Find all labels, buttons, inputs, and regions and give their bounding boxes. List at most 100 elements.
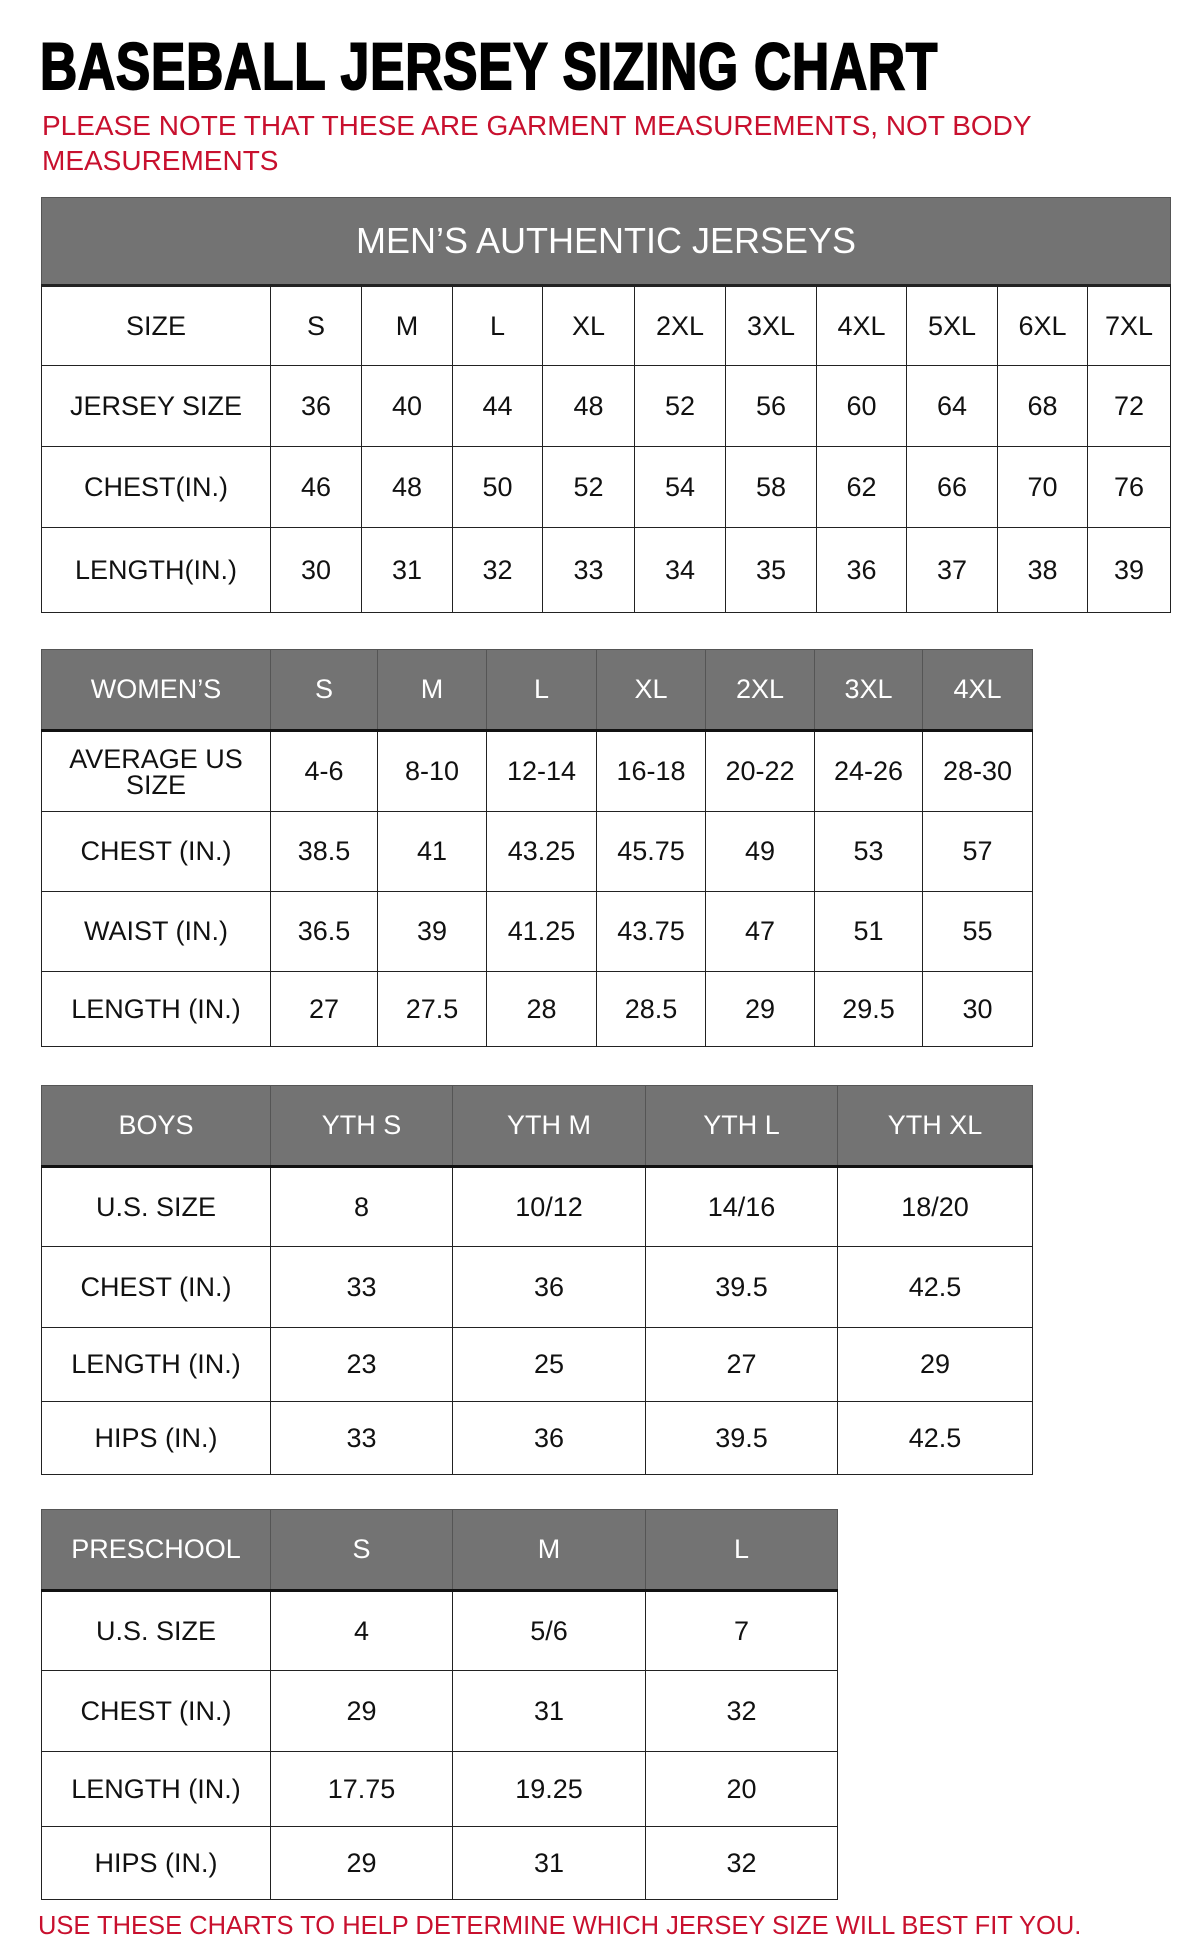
size-column-header: S	[270, 285, 362, 366]
measurement-cell: 56	[725, 365, 817, 447]
measurement-cell: 10/12	[452, 1166, 646, 1247]
table-row: HIPS (IN.) 33 36 39.5 42.5	[41, 1401, 1033, 1475]
row-label: U.S. SIZE	[41, 1590, 271, 1671]
measurement-cell: 48	[361, 446, 453, 528]
size-column-header: 3XL	[814, 649, 923, 732]
measurement-cell: 30	[270, 527, 362, 613]
measurement-cell: 14/16	[645, 1166, 838, 1247]
measurement-cell: 8-10	[377, 730, 487, 812]
measurement-cell: 46	[270, 446, 362, 528]
measurement-cell: 28	[486, 971, 597, 1047]
row-label: HIPS (IN.)	[41, 1401, 271, 1475]
table-row: WAIST (IN.) 36.5 39 41.25 43.75 47 51 55	[41, 891, 1033, 972]
measurement-cell: 25	[452, 1327, 646, 1402]
measurement-cell: 70	[997, 446, 1088, 528]
measurement-cell: 20	[645, 1751, 838, 1827]
size-column-header: 4XL	[922, 649, 1033, 732]
header-label: SIZE	[41, 285, 271, 366]
size-column-header: 3XL	[725, 285, 817, 366]
measurement-cell: 30	[922, 971, 1033, 1047]
measurement-cell: 43.75	[596, 891, 706, 972]
measurement-cell: 32	[645, 1670, 838, 1752]
measurement-cell: 16-18	[596, 730, 706, 812]
measurement-cell: 36	[452, 1401, 646, 1475]
row-label: LENGTH (IN.)	[41, 1751, 271, 1827]
measurement-cell: 31	[361, 527, 453, 613]
size-column-header: 4XL	[816, 285, 907, 366]
table-row: HIPS (IN.) 29 31 32	[41, 1826, 838, 1900]
measurement-cell: 33	[270, 1246, 453, 1328]
measurement-cell: 52	[542, 446, 635, 528]
footer-note: USE THESE CHARTS TO HELP DETERMINE WHICH…	[38, 1912, 1082, 1940]
measurement-cell: 54	[634, 446, 726, 528]
measurement-cell: 47	[705, 891, 815, 972]
measurement-cell: 31	[452, 1670, 646, 1752]
row-label: CHEST (IN.)	[41, 1246, 271, 1328]
size-column-header: 7XL	[1086, 285, 1172, 366]
mens-size-table: MEN’S AUTHENTIC JERSEYS SIZE S M L XL 2XL 3XL 4X…	[40, 197, 1172, 613]
table-row: CHEST (IN.) 38.5 41 43.25 45.75 49 53 57	[41, 811, 1033, 892]
size-column-header: S	[270, 649, 378, 732]
row-label: HIPS (IN.)	[41, 1826, 271, 1900]
measurement-cell: 18/20	[837, 1166, 1033, 1247]
table-row: LENGTH (IN.) 23 25 27 29	[41, 1327, 1033, 1402]
table-row: LENGTH (IN.) 27 27.5 28 28.5 29 29.5 30	[41, 971, 1033, 1047]
measurement-cell: 29	[705, 971, 815, 1047]
measurement-cell: 29	[270, 1670, 453, 1752]
measurement-cell: 33	[542, 527, 635, 613]
measurement-cell: 43.25	[486, 811, 597, 892]
row-label: LENGTH (IN.)	[41, 1327, 271, 1402]
measurement-cell: 29	[270, 1826, 453, 1900]
row-label: CHEST (IN.)	[41, 1670, 271, 1752]
measurement-cell: 35	[725, 527, 817, 613]
table-row: CHEST (IN.) 33 36 39.5 42.5	[41, 1246, 1033, 1328]
table-row: U.S. SIZE 4 5/6 7	[41, 1590, 838, 1671]
measurement-cell: 32	[645, 1826, 838, 1900]
measurement-cell: 4	[270, 1590, 453, 1671]
womens-size-table: WOMEN’S S M L XL 2XL 3XL 4XL AVERAGE US SIZE 4-6 8…	[41, 649, 1033, 1047]
measurement-cell: 57	[922, 811, 1033, 892]
measurement-cell: 24-26	[814, 730, 923, 812]
measurement-cell: 42.5	[837, 1401, 1033, 1475]
measurement-cell: 27	[645, 1327, 838, 1402]
measurement-cell: 23	[270, 1327, 453, 1402]
measurement-cell: 62	[816, 446, 907, 528]
table-row: AVERAGE US SIZE 4-6 8-10 12-14 16-18 20-22 24-…	[41, 730, 1033, 812]
header-label: BOYS	[41, 1085, 271, 1168]
measurement-cell: 41.25	[486, 891, 597, 972]
table-row: CHEST (IN.) 29 31 32	[41, 1670, 838, 1752]
measurement-cell: 36	[270, 365, 362, 447]
measurement-cell: 20-22	[705, 730, 815, 812]
measurement-cell: 38	[997, 527, 1088, 613]
measurement-cell: 38.5	[270, 811, 378, 892]
measurement-cell: 36	[452, 1246, 646, 1328]
measurement-cell: 33	[270, 1401, 453, 1475]
header-label: WOMEN’S	[41, 649, 271, 732]
size-column-header: YTH M	[452, 1085, 646, 1168]
measurement-cell: 66	[906, 446, 998, 528]
measurement-cell: 31	[452, 1826, 646, 1900]
size-column-header: M	[452, 1509, 646, 1592]
measurement-cell: 7	[645, 1590, 838, 1671]
size-column-header: YTH XL	[837, 1085, 1033, 1168]
size-column-header: YTH S	[270, 1085, 453, 1168]
measurement-cell: 76	[1086, 446, 1172, 528]
table-row: CHEST(IN.) 46 48 50 52 54 58 62 66 70 76	[41, 446, 1172, 528]
size-column-header: 5XL	[906, 285, 998, 366]
measurement-cell: 48	[542, 365, 635, 447]
measurement-cell: 36.5	[270, 891, 378, 972]
size-column-header: XL	[596, 649, 706, 732]
measurement-cell: 68	[997, 365, 1088, 447]
size-column-header: M	[361, 285, 453, 366]
row-label: U.S. SIZE	[41, 1166, 271, 1247]
measurement-cell: 29.5	[814, 971, 923, 1047]
measurement-cell: 72	[1086, 365, 1172, 447]
measurement-cell: 50	[452, 446, 543, 528]
table-row: LENGTH (IN.) 17.75 19.25 20	[41, 1751, 838, 1827]
measurement-cell: 60	[816, 365, 907, 447]
measurement-cell: 45.75	[596, 811, 706, 892]
measurement-cell: 40	[361, 365, 453, 447]
page-title: BASEBALL JERSEY SIZING CHART	[39, 28, 939, 104]
measurement-cell: 27	[270, 971, 378, 1047]
size-column-header: 2XL	[705, 649, 815, 732]
